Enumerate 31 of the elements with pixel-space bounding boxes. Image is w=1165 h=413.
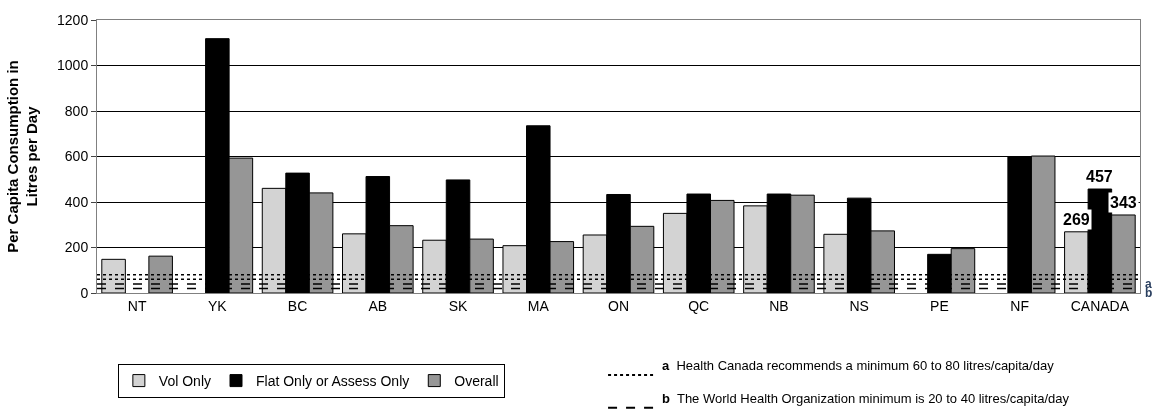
x-tick-label: NB [769,297,789,314]
y-tick-label: 600 [64,148,89,165]
x-tick-label: AB [368,297,388,314]
y-tick-label: 200 [64,239,89,256]
x-tick-label: QC [688,297,710,314]
legend-label: Overall [454,373,499,390]
text: Health Canada recommends a minimum 60 to 80 litres/capita/day [676,358,1054,373]
data-label: 457 [1086,168,1113,185]
text: The World Health Organization minimum is 20 to 40 litres/capita/day [676,391,1070,406]
x-tick-label: BC [287,297,308,314]
x-tick-label: MA [527,297,550,314]
data-label: 343 [1110,194,1137,211]
text: b [662,391,670,406]
y-tick-label: 800 [64,102,89,119]
x-tick-label: NS [849,297,869,314]
text: a [662,358,670,373]
x-tick-label: NF [1010,297,1029,314]
x-tick-label: NT [127,297,147,314]
data-label: 269 [1063,211,1090,228]
legend-label: Flat Only or Assess Only [256,373,410,390]
y-tick-label: 1200 [57,11,89,28]
x-tick-label: PE [930,297,949,314]
x-tick-label: ON [608,297,629,314]
x-tick-label: CANADA [1070,297,1130,314]
y-tick-label: 1000 [57,57,89,74]
y-axis-title: Per Capita Consumption in Litres per Day [3,60,41,253]
y-tick-label: 400 [64,193,89,210]
y-tick-label: 0 [80,284,89,301]
legend-label: Vol Only [158,373,211,390]
x-tick-label: YK [208,297,228,314]
x-tick-label: SK [448,297,469,314]
